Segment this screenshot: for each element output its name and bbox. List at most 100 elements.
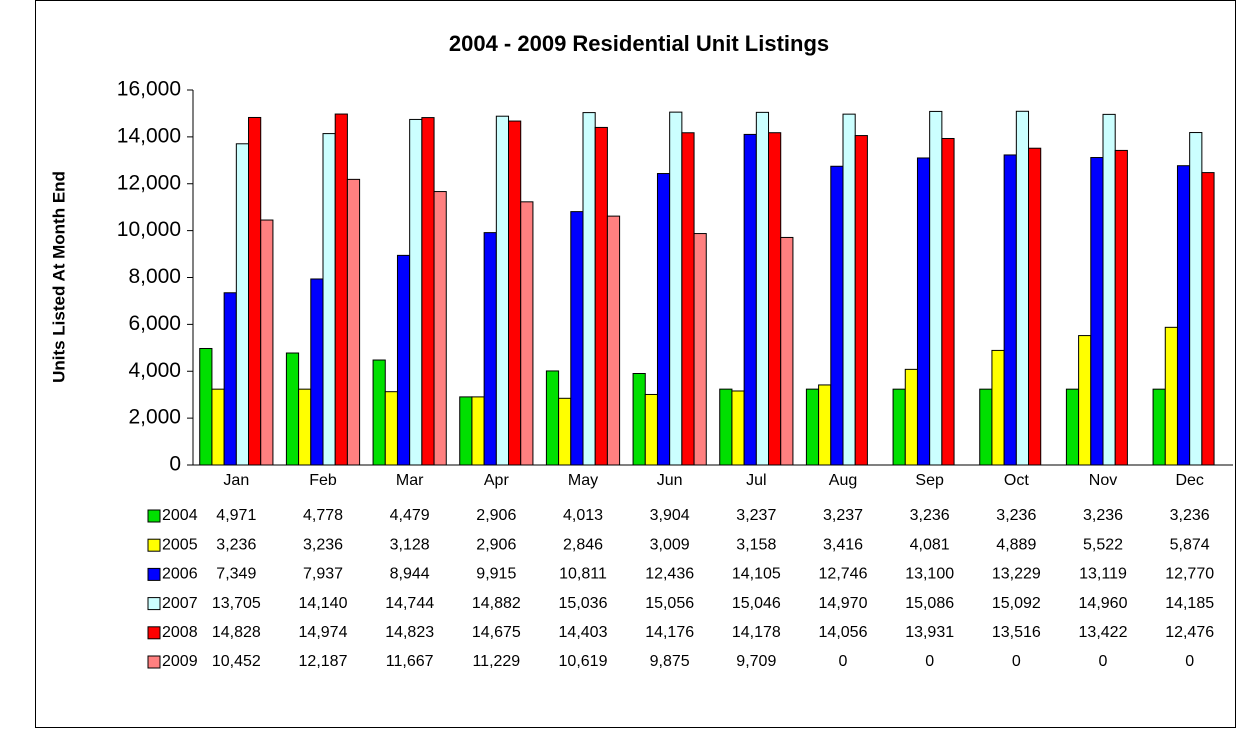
bar (570, 211, 584, 466)
legend-label: 2006 (162, 566, 198, 583)
bar (916, 157, 931, 466)
table-cell: 13,516 (992, 624, 1041, 641)
bar (495, 115, 510, 466)
table-cell: 2,906 (476, 507, 516, 524)
bar (719, 388, 733, 466)
table-cell: 10,452 (212, 653, 261, 670)
bar (471, 396, 485, 466)
x-tick-label: Dec (1175, 472, 1203, 489)
table-cell: 5,874 (1170, 536, 1210, 553)
table-cell: 3,416 (823, 536, 863, 553)
bar (409, 118, 423, 466)
bar (632, 373, 646, 466)
table-cell: 3,158 (736, 536, 776, 553)
table-cell: 11,667 (386, 653, 434, 670)
table-cell: 13,229 (992, 566, 1041, 583)
table-cell: 3,009 (650, 536, 690, 553)
table-cell: 9,875 (650, 653, 690, 670)
y-tick-label: 8,000 (128, 265, 181, 288)
table-cell: 0 (1099, 653, 1108, 670)
table-cell: 14,176 (645, 624, 694, 641)
table-cell: 13,119 (1079, 566, 1127, 583)
bar (644, 393, 658, 466)
bar (433, 191, 447, 466)
bar (421, 117, 435, 466)
bar (1015, 110, 1030, 466)
bar (558, 397, 572, 466)
bar (818, 384, 832, 466)
legend-swatch (147, 626, 161, 640)
y-tick-label: 4,000 (128, 359, 181, 382)
y-tick-label: 14,000 (117, 124, 181, 147)
bar (459, 396, 473, 466)
table-cell: 14,882 (472, 595, 521, 612)
table-cell: 3,237 (736, 507, 776, 524)
bar (396, 254, 411, 466)
table-cell: 10,811 (559, 566, 607, 583)
bar (384, 391, 398, 466)
bar (669, 111, 683, 466)
table-cell: 4,778 (303, 507, 343, 524)
table-cell: 0 (925, 653, 934, 670)
bar (1176, 165, 1191, 466)
y-tick-label: 2,000 (128, 406, 181, 429)
table-cell: 4,971 (216, 507, 256, 524)
bar (1189, 132, 1203, 466)
table-cell: 3,904 (650, 507, 690, 524)
legend-swatch (147, 597, 161, 611)
table-cell: 14,970 (819, 595, 868, 612)
y-tick-label: 12,000 (117, 171, 181, 194)
table-cell: 14,828 (212, 624, 261, 641)
table-cell: 3,236 (1083, 507, 1123, 524)
bar (1114, 149, 1128, 466)
x-tick-label: Sep (915, 472, 944, 489)
table-cell: 9,915 (476, 566, 516, 583)
table-cell: 12,476 (1165, 624, 1214, 641)
table-cell: 15,086 (905, 595, 954, 612)
bar (805, 388, 820, 466)
bar (248, 116, 262, 466)
bar (1201, 172, 1215, 466)
y-tick-label: 6,000 (128, 312, 181, 335)
table-cell: 14,056 (819, 624, 868, 641)
legend-swatch (147, 538, 161, 552)
bar (520, 201, 534, 466)
x-tick-label: Mar (396, 472, 424, 489)
table-cell: 12,436 (645, 566, 694, 583)
bar (731, 390, 745, 466)
bar (285, 352, 300, 466)
table-cell: 14,105 (732, 566, 781, 583)
table-cell: 3,236 (1170, 507, 1210, 524)
bar (199, 347, 213, 466)
table-cell: 14,823 (385, 624, 434, 641)
bar (842, 113, 856, 466)
bar (979, 388, 993, 466)
bar (1078, 335, 1092, 466)
table-cell: 9,709 (736, 653, 776, 670)
x-tick-label: Jun (657, 472, 683, 489)
bar (606, 215, 621, 466)
table-cell: 3,236 (996, 507, 1036, 524)
table-cell: 14,974 (299, 624, 348, 641)
table-cell: 0 (839, 653, 848, 670)
table-cell: 13,705 (212, 595, 261, 612)
bar (904, 368, 918, 466)
table-cell: 4,479 (390, 507, 430, 524)
bar (298, 388, 312, 466)
bar (508, 120, 522, 466)
table-cell: 3,236 (216, 536, 256, 553)
bar (768, 132, 782, 466)
bar (929, 110, 943, 466)
bar (545, 370, 560, 466)
table-cell: 12,187 (299, 653, 348, 670)
table-cell: 14,403 (559, 624, 608, 641)
bar (743, 133, 757, 466)
table-cell: 8,944 (390, 566, 430, 583)
table-cell: 4,889 (996, 536, 1036, 553)
x-tick-label: Apr (484, 472, 510, 489)
bar (483, 232, 497, 466)
table-cell: 14,960 (1079, 595, 1128, 612)
bar (310, 278, 324, 466)
table-cell: 14,675 (472, 624, 521, 641)
x-tick-label: Nov (1089, 472, 1117, 489)
